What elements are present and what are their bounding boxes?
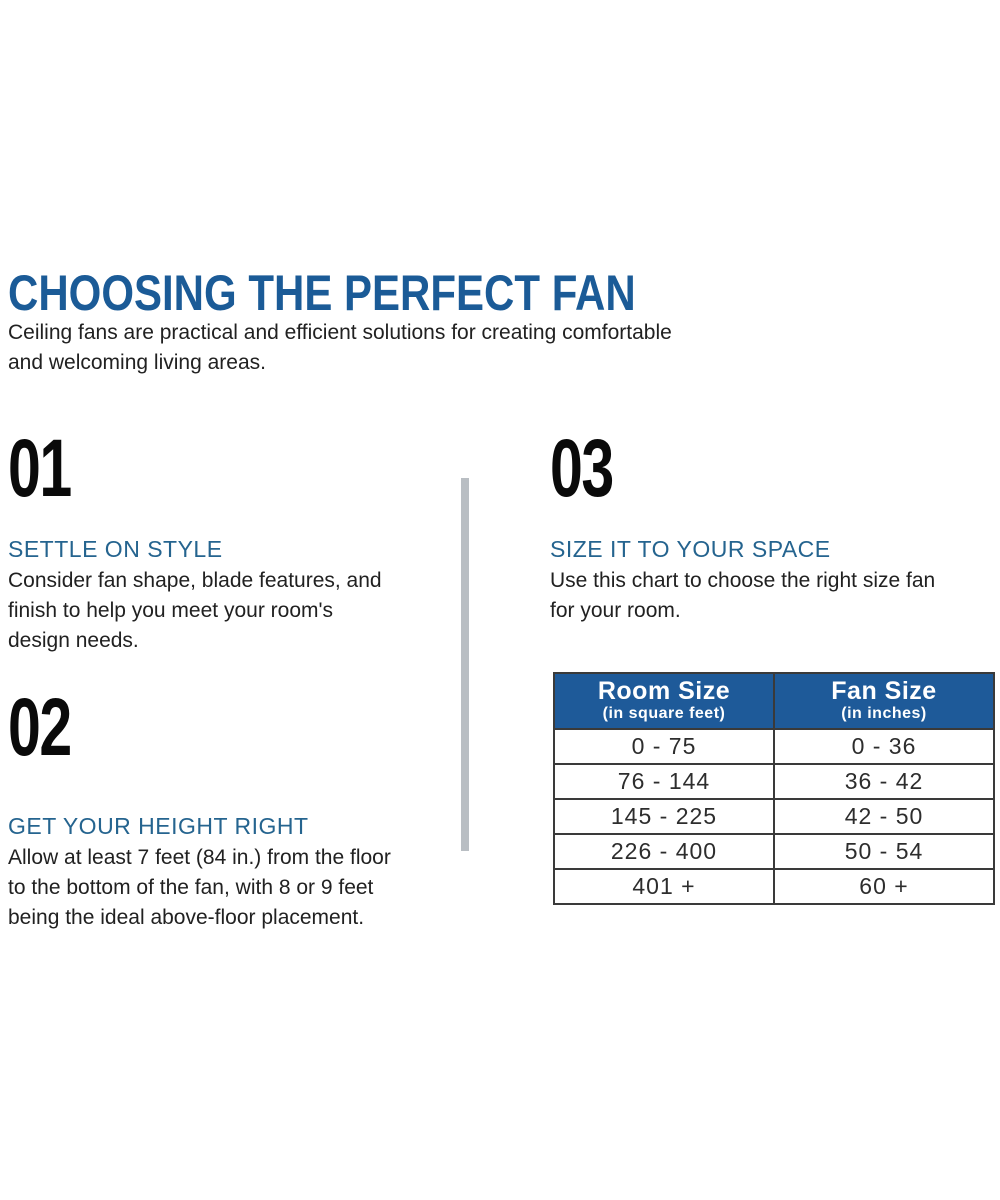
step-1-section: 01 SETTLE ON STYLE Consider fan shape, b… (8, 423, 448, 656)
fan-size-chart: Room Size (in square feet) Fan Size (in … (553, 672, 995, 905)
intro-line: and welcoming living areas. (8, 351, 266, 374)
size-chart-header: Room Size (in square feet) Fan Size (in … (553, 672, 995, 730)
step-1-number: 01 (8, 423, 72, 514)
body-line: Allow at least 7 feet (84 in.) from the … (8, 846, 391, 869)
step-3-number: 03 (550, 423, 614, 514)
size-chart-cell: 42 - 50 (773, 798, 995, 835)
step-2-number: 02 (8, 682, 72, 773)
size-chart-cell: 0 - 75 (553, 728, 775, 765)
size-chart-cell: 145 - 225 (553, 798, 775, 835)
step-1-body: Consider fan shape, blade features, and f… (8, 566, 448, 656)
intro-line: Ceiling fans are practical and efficient… (8, 321, 672, 344)
fan-size-title: Fan Size (831, 677, 937, 705)
room-size-title: Room Size (597, 677, 731, 705)
size-chart-header-row: Room Size (in square feet) Fan Size (in … (553, 672, 995, 730)
intro-text: Ceiling fans are practical and efficient… (8, 318, 672, 378)
size-chart-header-room: Room Size (in square feet) (553, 672, 775, 730)
step-2-section: 02 GET YOUR HEIGHT RIGHT Allow at least … (8, 682, 448, 933)
size-chart-header-fan: Fan Size (in inches) (773, 672, 995, 730)
size-chart-cell: 36 - 42 (773, 763, 995, 800)
step-3-body: Use this chart to choose the right size … (550, 566, 995, 626)
page-title: CHOOSING THE PERFECT FAN (8, 265, 636, 321)
step-2-heading: GET YOUR HEIGHT RIGHT (8, 813, 309, 839)
body-line: being the ideal above-floor placement. (8, 906, 365, 929)
size-chart-cell: 226 - 400 (553, 833, 775, 870)
size-chart-cell: 0 - 36 (773, 728, 995, 765)
body-line: to the bottom of the fan, with 8 or 9 fe… (8, 876, 374, 899)
body-line: design needs. (8, 629, 139, 652)
fan-size-subtitle: (in inches) (841, 705, 927, 722)
body-line: for your room. (550, 599, 681, 622)
size-chart-cell: 76 - 144 (553, 763, 775, 800)
size-chart-row: 401 +60 + (553, 868, 995, 905)
body-line: finish to help you meet your room's (8, 599, 333, 622)
step-3-heading: SIZE IT TO YOUR SPACE (550, 536, 831, 562)
room-size-subtitle: (in square feet) (602, 705, 726, 722)
size-chart-cell: 401 + (553, 868, 775, 905)
step-2-body: Allow at least 7 feet (84 in.) from the … (8, 843, 448, 933)
size-chart-body: 0 - 75 0 - 36 76 - 144 36 - 42 145 - 225 42 -… (553, 728, 995, 905)
size-chart-cell: 50 - 54 (773, 833, 995, 870)
column-divider (461, 478, 469, 851)
step-1-heading: SETTLE ON STYLE (8, 536, 223, 562)
size-chart-row: 0 - 75 0 - 36 (553, 728, 995, 765)
size-chart-row: 145 - 225 42 - 50 (553, 798, 995, 835)
step-3-section: 03 SIZE IT TO YOUR SPACE Use this chart … (550, 423, 995, 626)
body-line: Consider fan shape, blade features, and (8, 569, 382, 592)
size-chart-cell: 60 + (773, 868, 995, 905)
size-chart-row: 76 - 144 36 - 42 (553, 763, 995, 800)
size-chart-row: 226 - 400 50 - 54 (553, 833, 995, 870)
body-line: Use this chart to choose the right size … (550, 569, 936, 592)
